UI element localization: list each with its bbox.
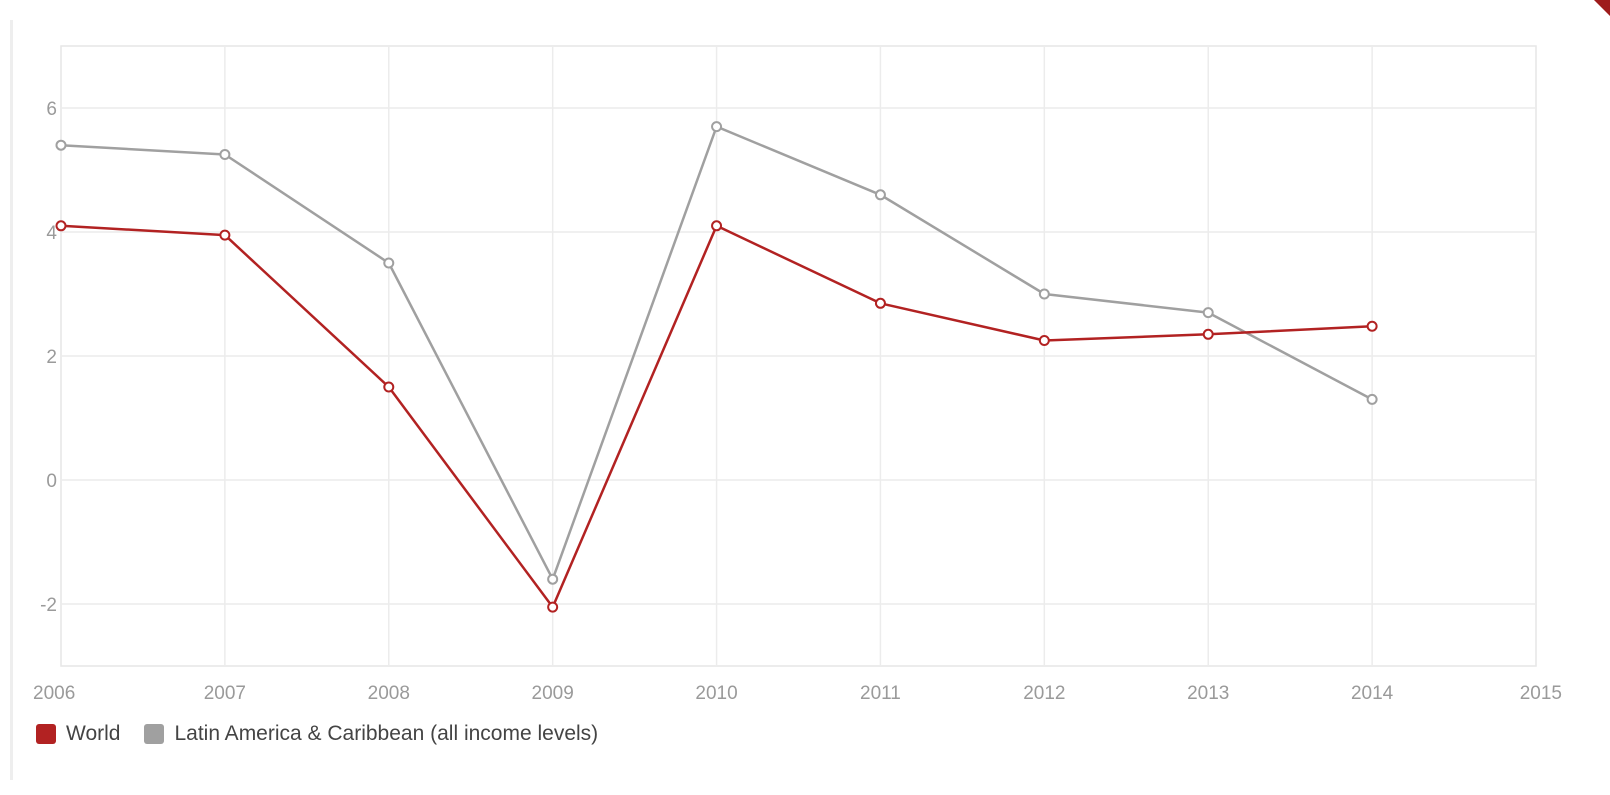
data-point-0[interactable] bbox=[547, 601, 559, 613]
data-point-1[interactable] bbox=[219, 149, 231, 160]
data-point-1[interactable] bbox=[1366, 393, 1378, 405]
y-tick-label: 6 bbox=[46, 99, 57, 120]
corner-flag-icon bbox=[1594, 0, 1610, 16]
grid bbox=[60, 45, 1537, 667]
x-tick-label: 2009 bbox=[532, 683, 574, 704]
data-points bbox=[55, 121, 1378, 613]
data-point-0[interactable] bbox=[1202, 328, 1214, 340]
legend-item-world[interactable]: World bbox=[36, 722, 120, 746]
data-point-1[interactable] bbox=[874, 189, 886, 201]
legend-label-world: World bbox=[66, 722, 121, 745]
data-point-1[interactable] bbox=[547, 573, 559, 585]
y-tick-label: 2 bbox=[46, 347, 57, 368]
x-tick-label: 2015 bbox=[1520, 683, 1562, 704]
y-tick-label: 4 bbox=[46, 223, 57, 244]
x-tick-label: 2007 bbox=[204, 683, 246, 704]
x-tick-label: 2010 bbox=[695, 683, 737, 704]
data-point-0[interactable] bbox=[219, 229, 231, 241]
x-tick-label: 2008 bbox=[368, 683, 410, 704]
axes: 2006 2007 2008 2009 2010 2011 2012 2013 2014 2015… bbox=[33, 99, 1562, 704]
chart-frame bbox=[10, 20, 1603, 780]
x-tick-label: 2012 bbox=[1023, 683, 1065, 704]
data-point-0[interactable] bbox=[1366, 320, 1378, 332]
data-point-1[interactable] bbox=[711, 121, 723, 133]
legend-swatch-latin-america bbox=[144, 724, 165, 744]
y-tick-label: 0 bbox=[46, 471, 57, 492]
data-point-0[interactable] bbox=[874, 297, 886, 309]
data-point-0[interactable] bbox=[55, 220, 67, 232]
data-point-1[interactable] bbox=[1202, 307, 1214, 319]
data-point-0[interactable] bbox=[383, 381, 395, 393]
data-point-0[interactable] bbox=[711, 220, 723, 232]
data-point-0[interactable] bbox=[1038, 335, 1050, 346]
x-tick-label: 2013 bbox=[1187, 683, 1229, 704]
legend: World Latin America & Caribbean (all inc… bbox=[36, 722, 622, 746]
data-point-1[interactable] bbox=[55, 139, 67, 151]
legend-item-latin-america[interactable]: Latin America & Caribbean (all income le… bbox=[144, 722, 598, 746]
x-tick-label: 2014 bbox=[1351, 683, 1394, 704]
data-point-1[interactable] bbox=[1038, 288, 1050, 300]
legend-label-latin-america: Latin America & Caribbean (all income le… bbox=[174, 722, 599, 745]
legend-swatch-world bbox=[36, 724, 56, 744]
data-point-1[interactable] bbox=[383, 257, 395, 269]
y-tick-label: -2 bbox=[40, 595, 57, 616]
x-tick-label: 2011 bbox=[860, 683, 901, 704]
x-tick-label: 2006 bbox=[33, 683, 75, 704]
